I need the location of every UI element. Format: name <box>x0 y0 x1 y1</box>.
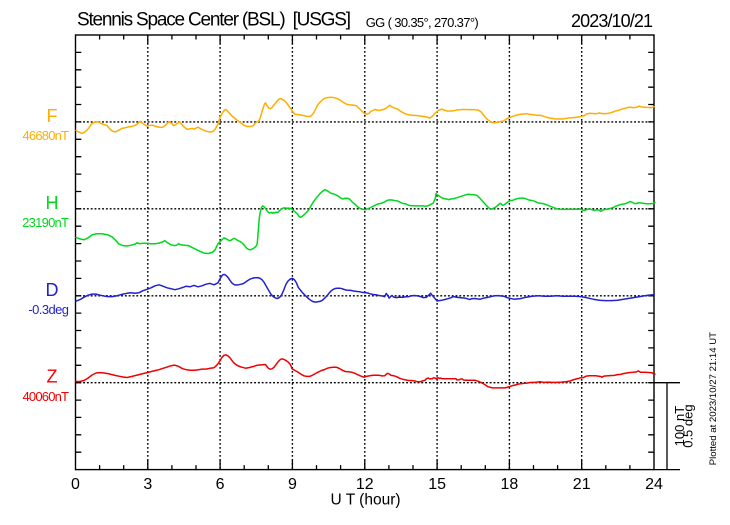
svg-text:D: D <box>46 280 59 300</box>
svg-text:U T (hour): U T (hour) <box>330 492 400 509</box>
svg-text:21: 21 <box>573 476 591 493</box>
svg-text:18: 18 <box>501 476 519 493</box>
svg-text:12: 12 <box>356 476 374 493</box>
svg-text:2023/10/21: 2023/10/21 <box>571 11 653 31</box>
svg-text:GG ( 30.35°, 270.37°): GG ( 30.35°, 270.37°) <box>366 15 479 30</box>
svg-text:6: 6 <box>216 476 225 493</box>
svg-text:Plotted at 2023/10/27 21:14 UT: Plotted at 2023/10/27 21:14 UT <box>708 332 719 465</box>
svg-text:0: 0 <box>71 476 80 493</box>
svg-text:15: 15 <box>428 476 446 493</box>
svg-text:46680nT: 46680nT <box>23 128 70 143</box>
svg-text:Z: Z <box>47 367 58 387</box>
svg-text:H: H <box>46 193 59 213</box>
svg-text:9: 9 <box>288 476 297 493</box>
svg-text:Stennis Space Center (BSL) [U: Stennis Space Center (BSL) [USGS] <box>77 10 351 31</box>
svg-text:-0.3deg: -0.3deg <box>28 302 69 317</box>
svg-text:100 nT: 100 nT <box>672 406 687 447</box>
svg-text:24: 24 <box>645 476 663 493</box>
svg-text:0.5 deg: 0.5 deg <box>681 404 696 447</box>
svg-text:3: 3 <box>143 476 152 493</box>
svg-text:F: F <box>47 106 58 126</box>
svg-text:40060nT: 40060nT <box>23 389 70 404</box>
svg-text:23190nT: 23190nT <box>22 215 69 230</box>
